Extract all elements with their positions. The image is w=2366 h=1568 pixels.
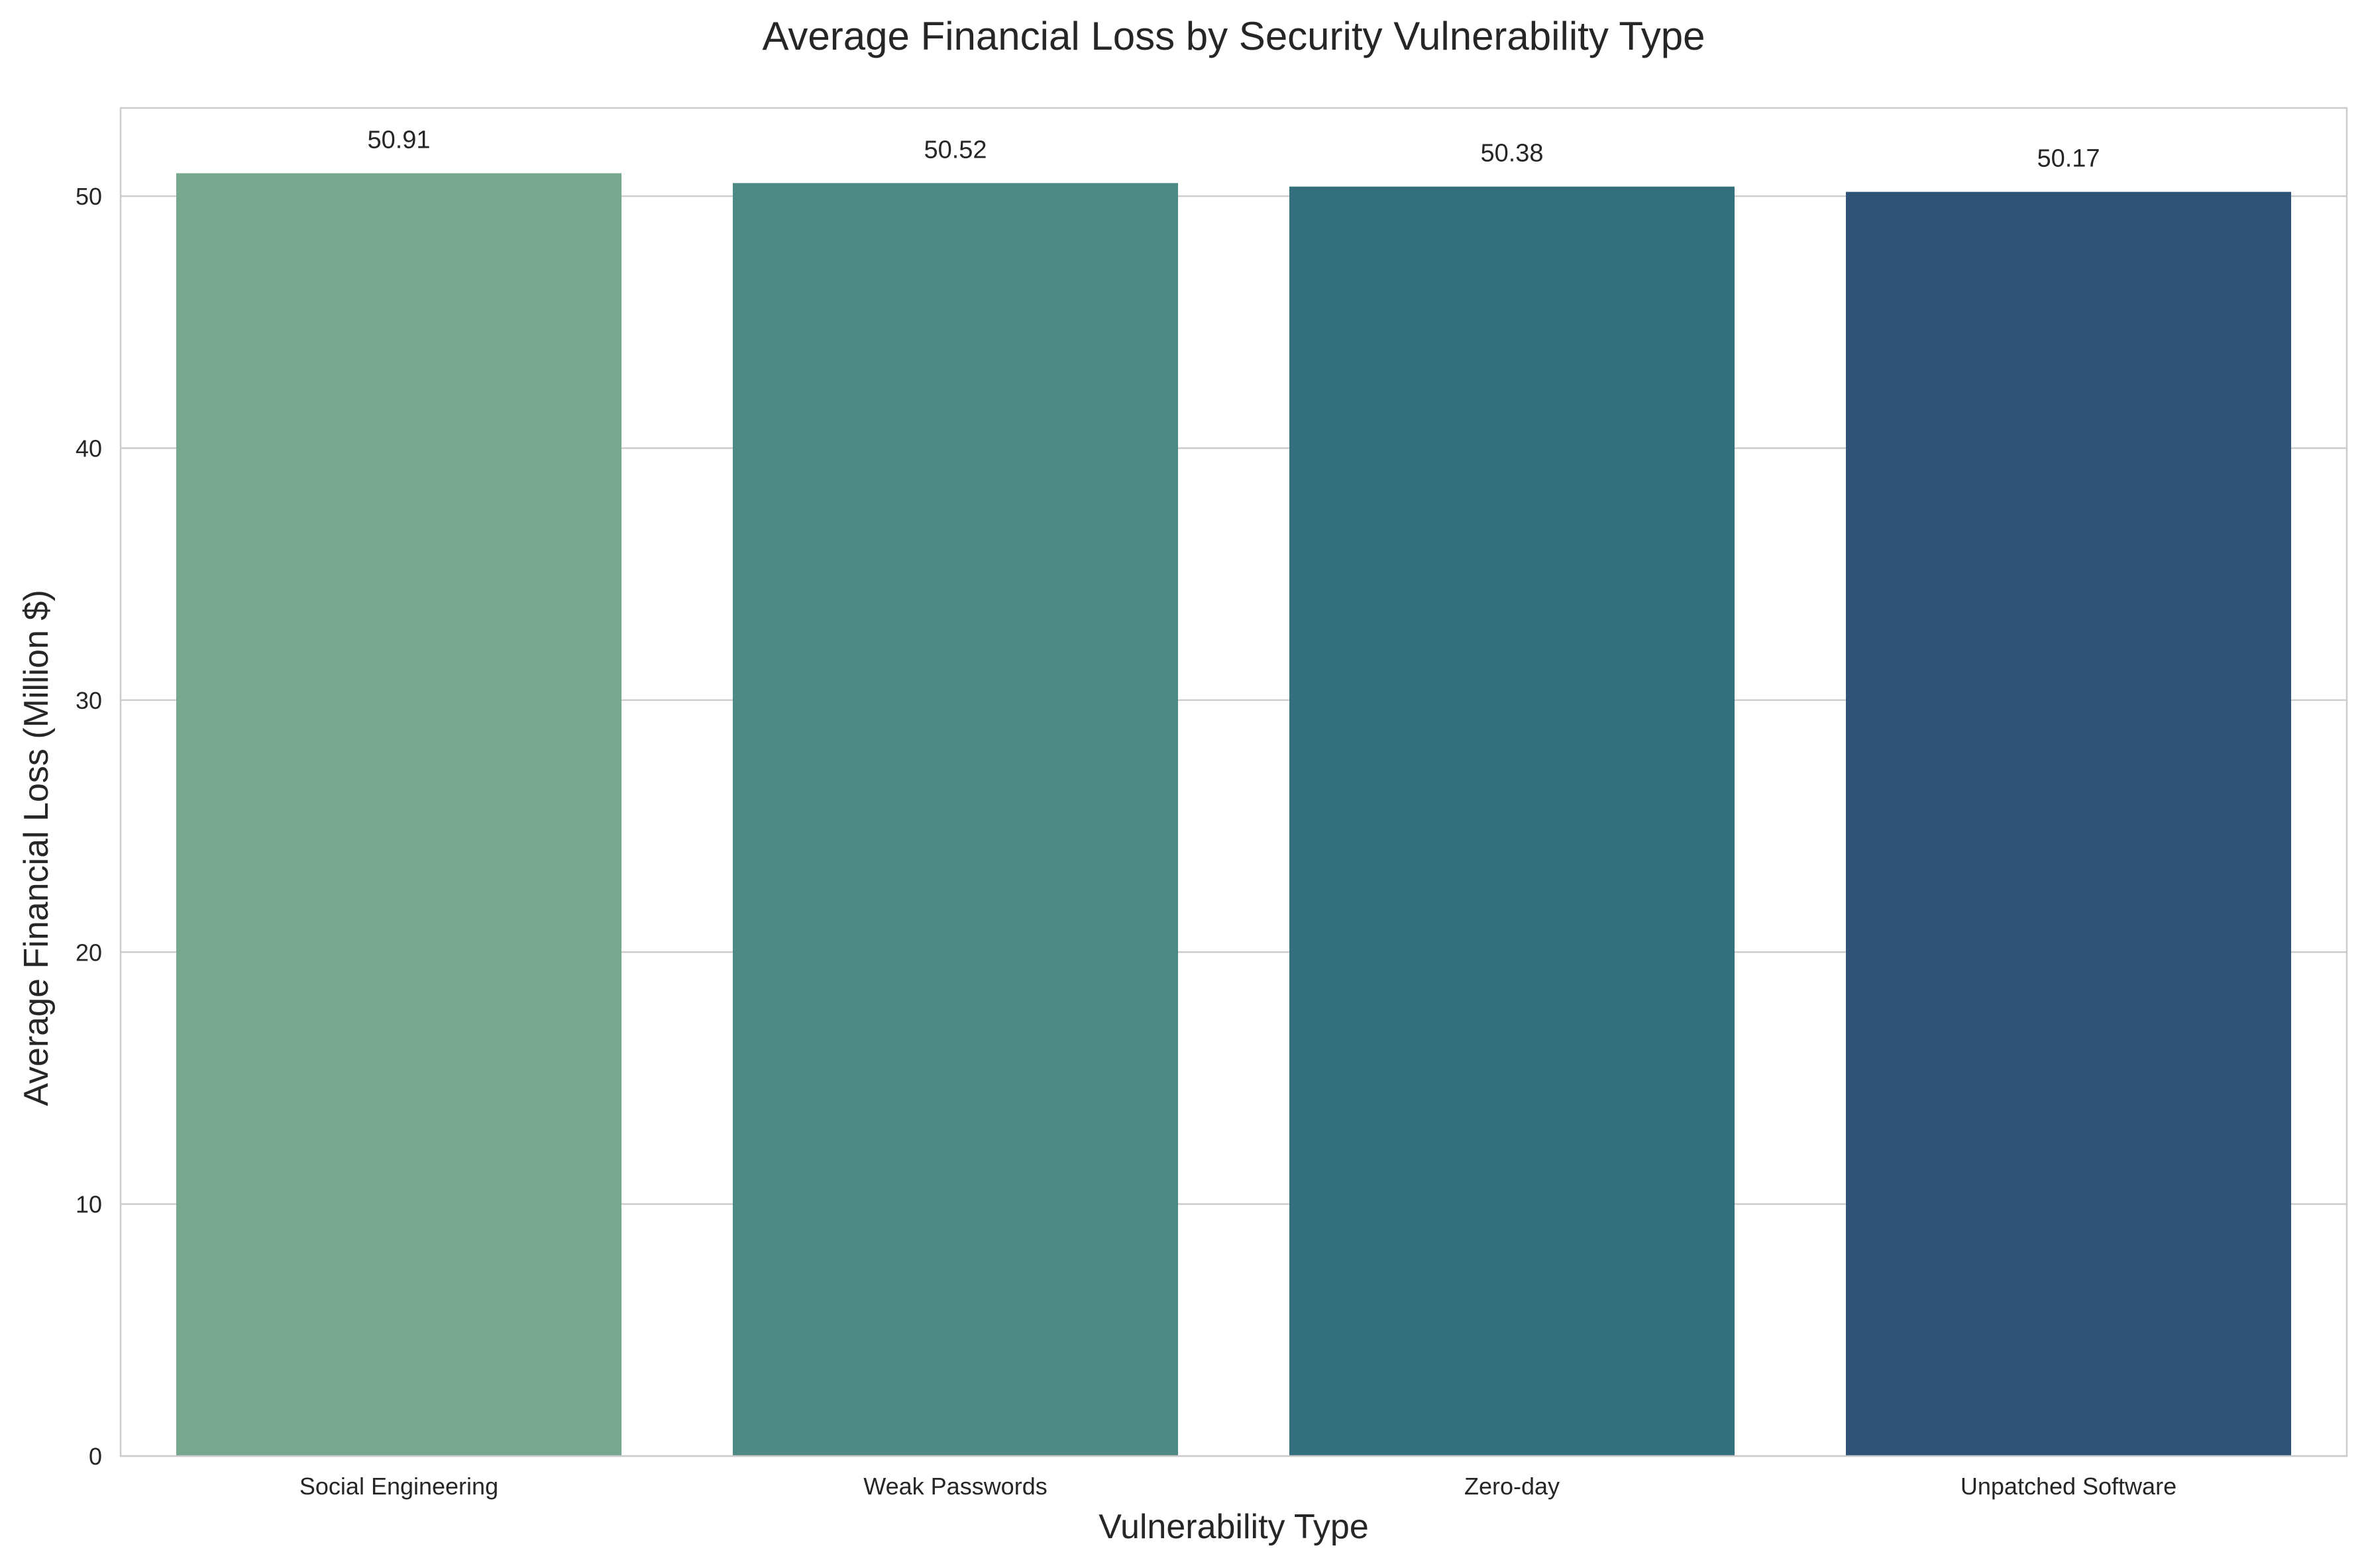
- bar: [1289, 186, 1735, 1456]
- bar-value-label: 50.17: [2037, 145, 2100, 173]
- y-tick-label: 20: [76, 939, 102, 966]
- y-tick-label: 10: [76, 1191, 102, 1218]
- x-tick-label: Unpatched Software: [1961, 1473, 2177, 1500]
- y-tick-label: 30: [76, 687, 102, 714]
- x-axis-ticks: Social Engineering Weak Passwords Zero-day…: [299, 1473, 2177, 1500]
- y-tick-label: 0: [89, 1443, 102, 1470]
- bar: [1846, 191, 2291, 1456]
- chart-title: Average Financial Loss by Security Vulne…: [763, 14, 1705, 58]
- y-tick-label: 50: [76, 183, 102, 210]
- x-axis-label: Vulnerability Type: [1099, 1508, 1369, 1546]
- x-tick-label: Social Engineering: [299, 1473, 498, 1500]
- y-axis-ticks: 0 10 20 30 40 50: [76, 183, 102, 1470]
- x-tick-label: Zero-day: [1464, 1473, 1560, 1500]
- bar: [176, 173, 621, 1456]
- bars: [176, 173, 2291, 1456]
- bar-value-labels: 50.91 50.52 50.38 50.17: [367, 127, 2100, 173]
- x-tick-label: Weak Passwords: [863, 1473, 1047, 1500]
- bar: [733, 183, 1178, 1456]
- bar-value-label: 50.38: [1480, 140, 1543, 168]
- bar-value-label: 50.91: [367, 127, 430, 154]
- y-axis-label: Average Financial Loss (Million $): [17, 590, 56, 1106]
- y-tick-label: 40: [76, 435, 102, 462]
- plot-frame: [119, 107, 2348, 1457]
- bar-value-label: 50.52: [924, 136, 987, 164]
